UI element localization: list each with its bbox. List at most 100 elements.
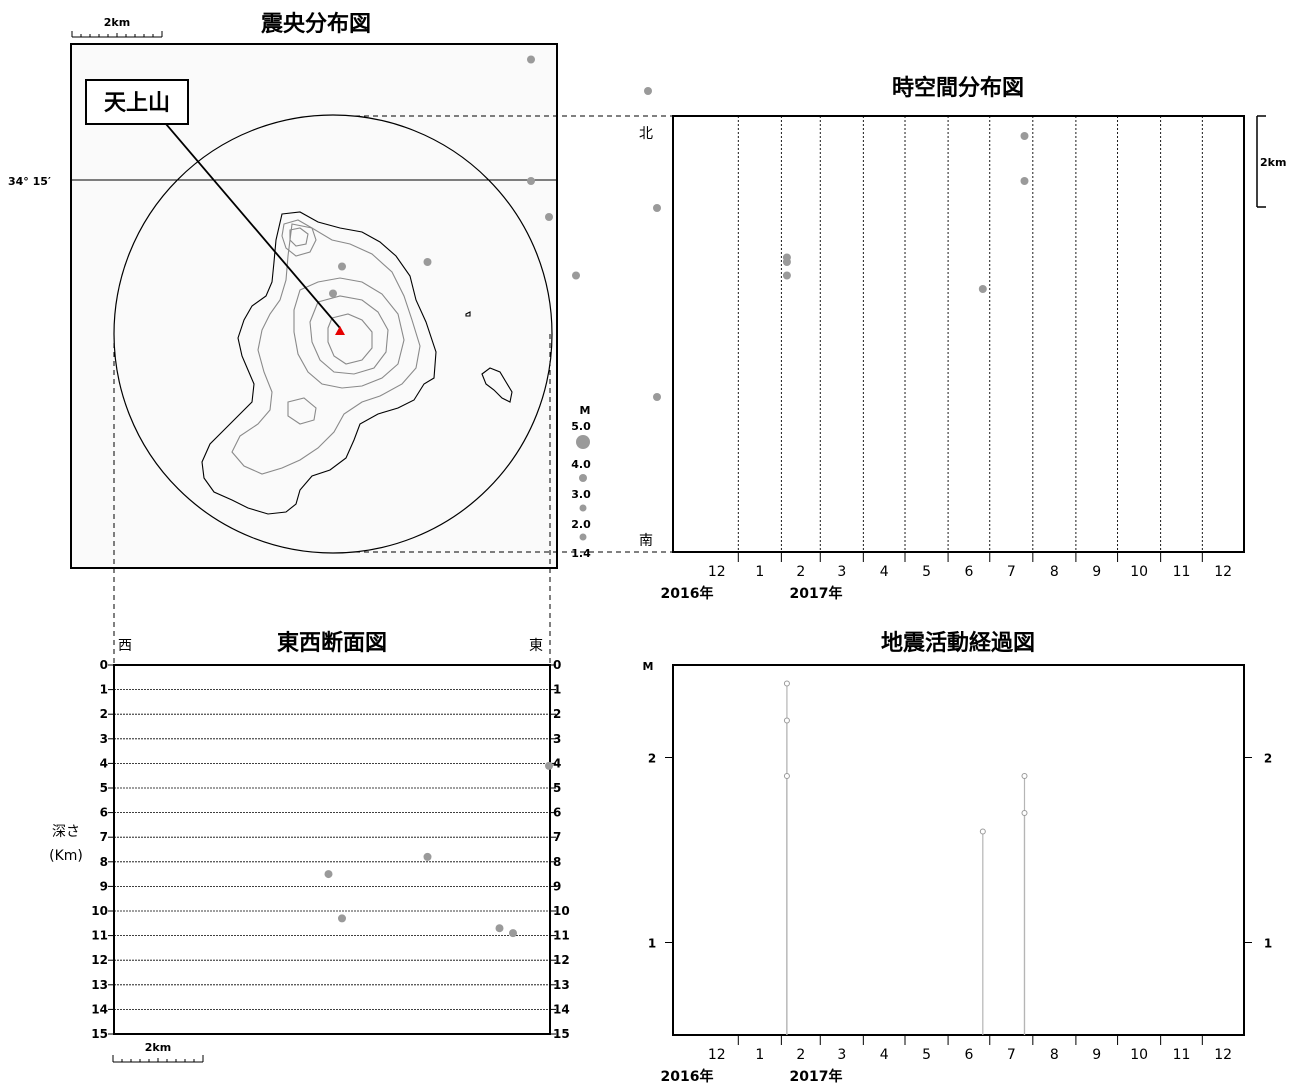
- month-label: 6: [964, 1047, 973, 1063]
- map-scale-bar: 2km: [71, 16, 163, 38]
- space-time-point: [1020, 132, 1029, 140]
- ew-section-point: [509, 929, 517, 938]
- depth-tick-label: 12: [553, 953, 570, 967]
- month-label: 3: [837, 564, 846, 580]
- year-label: 2017年: [790, 585, 843, 602]
- space-time-point: [782, 258, 791, 266]
- month-label: 5: [922, 1047, 931, 1063]
- year-label: 2016年: [661, 585, 714, 602]
- depth-tick-label: 4: [100, 756, 108, 770]
- year-label: 2017年: [790, 1068, 843, 1085]
- depth-tick-label: 6: [553, 806, 561, 820]
- volcano-pointer-line: [165, 123, 341, 329]
- volcano-summit-icon: [335, 326, 345, 335]
- ew-section-point: [324, 870, 333, 879]
- ew-section-point: [338, 914, 346, 923]
- north-label: 北: [639, 126, 653, 142]
- depth-tick-label: 5: [553, 781, 561, 795]
- depth-tick-label: 7: [553, 830, 561, 844]
- east-label: 東: [529, 638, 543, 654]
- ew-scale-bar: 2km: [112, 1041, 204, 1063]
- epicenter-point: [545, 213, 553, 221]
- month-label: 7: [1007, 1047, 1016, 1063]
- month-label: 12: [1214, 1047, 1232, 1063]
- connector-lines: [113, 115, 672, 664]
- ew-section-title: 東西断面図: [277, 630, 387, 656]
- depth-tick-label: 8: [553, 855, 561, 869]
- activity-stem-marker: [783, 717, 790, 724]
- epicenter-point: [527, 177, 535, 185]
- depth-tick-label: 3: [100, 732, 108, 746]
- month-label: 12: [1214, 564, 1232, 580]
- magnitude-legend-label: 2.0: [571, 518, 591, 531]
- depth-tick-label: 9: [553, 879, 561, 893]
- space-time-points: [782, 132, 1029, 293]
- depth-tick-label: 15: [553, 1027, 570, 1041]
- magnitude-legend-symbol: [579, 474, 587, 482]
- magnitude-legend-symbol: [576, 435, 590, 449]
- depth-tick-label: 7: [100, 830, 108, 844]
- month-label: 8: [1050, 1047, 1059, 1063]
- space-time-point: [782, 271, 791, 280]
- space-time-point: [1020, 177, 1029, 185]
- epicenter-point: [653, 393, 661, 401]
- month-label: 2: [796, 1047, 805, 1063]
- ew-section-point: [545, 761, 553, 770]
- epicenter-point: [572, 271, 580, 280]
- epicenter-map-title: 震央分布図: [261, 11, 371, 37]
- depth-tick-label: 3: [553, 732, 561, 746]
- west-label: 西: [118, 638, 132, 654]
- depth-tick-label: 4: [553, 756, 561, 770]
- epicenter-point: [527, 55, 535, 64]
- magnitude-legend-symbol: [579, 533, 587, 541]
- epicenter-point: [653, 204, 661, 212]
- month-label: 3: [837, 1047, 846, 1063]
- depth-tick-label: 2: [100, 707, 108, 721]
- month-label: 9: [1092, 1047, 1101, 1063]
- space-time-scale-label: 2km: [1260, 156, 1286, 169]
- depth-tick-label: 1: [100, 683, 108, 697]
- volcano-label-box: [85, 79, 189, 125]
- depth-tick-label: 10: [91, 904, 108, 918]
- activity-stem-marker: [979, 828, 986, 835]
- ew-section-point: [423, 852, 432, 861]
- depth-tick-label: 0: [100, 658, 108, 672]
- epicenter-point: [338, 262, 346, 271]
- month-label: 12: [708, 564, 726, 580]
- space-time-scale-bar: 2km: [1256, 115, 1286, 208]
- depth-tick-label: 11: [91, 929, 108, 943]
- month-label: 8: [1050, 564, 1059, 580]
- activity-title: 地震活動経過図: [881, 630, 1035, 656]
- map-scale-label: 2km: [104, 16, 130, 29]
- epicenter-points: [329, 55, 661, 401]
- depth-tick-label: 6: [100, 806, 108, 820]
- activity-stem-marker: [783, 680, 790, 687]
- magnitude-legend-symbol: [579, 504, 587, 512]
- magnitude-legend-title: M: [580, 404, 591, 417]
- depth-tick-label: 14: [553, 1002, 570, 1016]
- depth-tick-label: 2: [553, 707, 561, 721]
- depth-tick-label: 0: [553, 658, 561, 672]
- south-label: 南: [639, 533, 653, 549]
- ew-section-points: [324, 761, 553, 938]
- depth-tick-label: 13: [91, 978, 108, 992]
- month-label: 10: [1130, 564, 1148, 580]
- activity-stem-marker: [1021, 773, 1028, 779]
- activity-y-tick-label: 1: [648, 937, 656, 951]
- activity-y-tick-label: 2: [1264, 752, 1272, 766]
- magnitude-legend-label: 3.0: [571, 488, 591, 501]
- month-label: 1: [755, 1047, 764, 1063]
- month-label: 4: [880, 564, 889, 580]
- month-label: 11: [1173, 1047, 1191, 1063]
- month-label: 2: [796, 564, 805, 580]
- magnitude-legend-label: 1.4: [571, 547, 591, 560]
- ew-section-frame: [113, 664, 551, 1035]
- depth-tick-label: 10: [553, 904, 570, 918]
- ew-section-point: [495, 924, 504, 933]
- month-label: 5: [922, 564, 931, 580]
- month-label: 7: [1007, 564, 1016, 580]
- magnitude-legend-label: 5.0: [571, 420, 591, 433]
